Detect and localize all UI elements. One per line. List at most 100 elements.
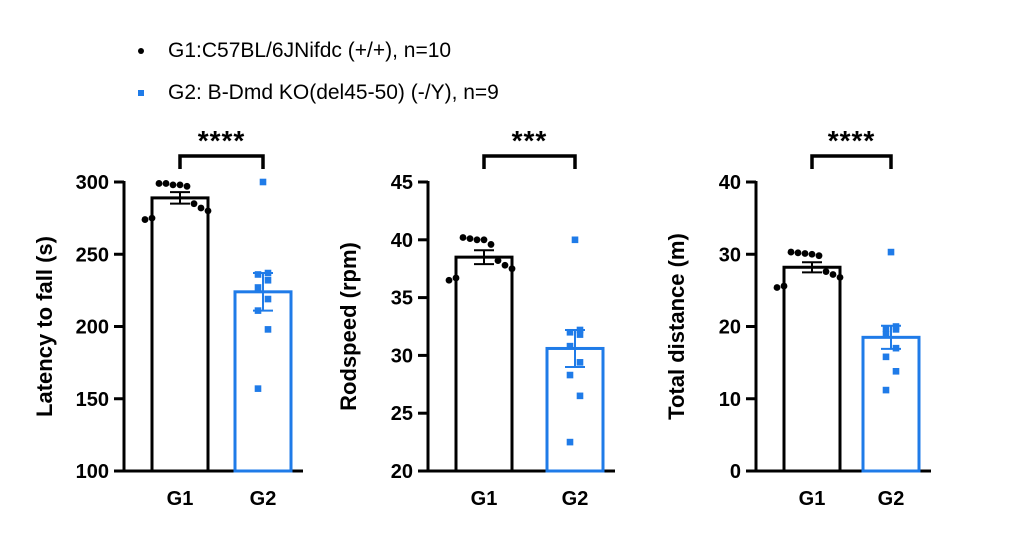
data-point-g2 bbox=[254, 271, 262, 278]
y-tick-label: 45 bbox=[391, 172, 413, 194]
y-tick-label: 250 bbox=[76, 244, 109, 266]
data-point-g1 bbox=[773, 284, 781, 291]
data-point-g2 bbox=[882, 331, 890, 338]
data-point-g2 bbox=[254, 385, 262, 392]
legend-marker-square-icon bbox=[130, 90, 152, 96]
y-axis-label: Total distance (m) bbox=[664, 233, 689, 420]
data-point-g1 bbox=[794, 249, 802, 257]
data-point-g2 bbox=[892, 326, 900, 333]
significance-stars: **** bbox=[828, 125, 876, 156]
x-tick-label: G2 bbox=[250, 488, 277, 510]
chart-panel-1: 100 150 200 250 300 Latency to fall (s) G1 G2 **… bbox=[32, 125, 303, 510]
data-point-g1 bbox=[459, 234, 467, 241]
data-point-g2 bbox=[882, 325, 890, 332]
y-tick-label: 20 bbox=[719, 317, 741, 339]
y-tick-label: 150 bbox=[76, 389, 109, 411]
legend-label-g1: G1:C57BL/6JNifdc (+/+), n=10 bbox=[168, 39, 452, 62]
significance-bracket bbox=[810, 154, 893, 169]
chart-panel-2: 20 25 30 35 40 45 Rodspeed (rpm) G1 G2 *** bbox=[336, 125, 615, 510]
y-tick-label: 300 bbox=[76, 172, 109, 194]
bar-g1 bbox=[782, 265, 842, 473]
data-point-g1 bbox=[183, 182, 191, 190]
data-point-g2 bbox=[571, 236, 579, 244]
legend-marker-dot-icon bbox=[130, 48, 152, 54]
bar-g1 bbox=[150, 196, 210, 473]
data-point-g2 bbox=[259, 178, 267, 186]
data-point-g1 bbox=[829, 271, 837, 278]
x-tick-label: G1 bbox=[167, 488, 194, 510]
y-tick-label: 0 bbox=[730, 461, 741, 483]
significance-bracket bbox=[178, 154, 265, 169]
x-tick-label: G1 bbox=[471, 488, 498, 510]
data-point-g1 bbox=[501, 261, 509, 269]
data-point-g2 bbox=[887, 248, 895, 256]
y-tick-label: 35 bbox=[391, 288, 413, 310]
y-tick-label: 40 bbox=[391, 230, 413, 252]
data-point-g1 bbox=[466, 235, 474, 243]
data-point-g1 bbox=[780, 282, 788, 290]
data-point-g1 bbox=[473, 236, 481, 244]
data-point-g1 bbox=[452, 274, 460, 282]
bar-g1 bbox=[454, 255, 514, 473]
data-point-g1 bbox=[155, 180, 163, 187]
legend-label-g2: G2: B-Dmd KO(del45-50) (-/Y), n=9 bbox=[168, 81, 499, 104]
data-point-g2 bbox=[566, 342, 574, 350]
data-point-g2 bbox=[254, 307, 262, 314]
significance-stars: **** bbox=[198, 125, 246, 156]
significance-bracket bbox=[482, 154, 577, 169]
bar-g2 bbox=[233, 290, 293, 473]
x-tick-label: G1 bbox=[799, 488, 826, 510]
data-point-g1 bbox=[204, 207, 212, 215]
legend-item-g2: G2: B-Dmd KO(del45-50) (-/Y), n=9 bbox=[130, 72, 499, 114]
data-point-g1 bbox=[822, 268, 830, 275]
data-point-g2 bbox=[576, 331, 584, 338]
data-point-g2 bbox=[254, 284, 262, 291]
data-point-g2 bbox=[264, 269, 272, 277]
data-point-g2 bbox=[576, 359, 584, 366]
legend-item-g1: G1:C57BL/6JNifdc (+/+), n=10 bbox=[130, 30, 499, 72]
data-point-g2 bbox=[566, 438, 574, 446]
data-point-g1 bbox=[169, 181, 177, 189]
data-point-g1 bbox=[176, 181, 184, 189]
data-point-g1 bbox=[508, 265, 516, 273]
x-tick-label: G2 bbox=[562, 488, 589, 510]
data-point-g1 bbox=[162, 180, 170, 187]
data-point-g2 bbox=[566, 371, 574, 379]
legend: G1:C57BL/6JNifdc (+/+), n=10 G2: B-Dmd K… bbox=[130, 30, 499, 114]
chart-panel-3: 0 10 20 30 40 Total distance (m) G1 G2 **** bbox=[664, 125, 931, 510]
y-axis-label: Rodspeed (rpm) bbox=[336, 242, 361, 411]
data-point-g1 bbox=[148, 214, 156, 222]
data-point-g1 bbox=[190, 200, 198, 208]
bar-g2 bbox=[545, 346, 605, 473]
data-point-g2 bbox=[264, 276, 272, 284]
data-point-g2 bbox=[882, 386, 890, 394]
x-tick-label: G2 bbox=[878, 488, 905, 510]
data-point-g1 bbox=[480, 236, 488, 244]
bar-g2 bbox=[861, 335, 921, 473]
y-tick-label: 20 bbox=[391, 461, 413, 483]
data-point-g2 bbox=[892, 344, 900, 352]
y-tick-label: 200 bbox=[76, 317, 109, 339]
data-point-g2 bbox=[566, 328, 574, 336]
data-point-g2 bbox=[576, 326, 584, 334]
data-point-g1 bbox=[836, 273, 844, 281]
y-axis-label: Latency to fall (s) bbox=[32, 236, 57, 417]
y-tick-label: 25 bbox=[391, 403, 413, 425]
y-tick-label: 30 bbox=[719, 244, 741, 266]
data-point-g2 bbox=[264, 295, 272, 303]
data-point-g2 bbox=[264, 326, 272, 333]
data-point-g1 bbox=[494, 257, 502, 265]
data-point-g1 bbox=[787, 248, 795, 256]
data-point-g2 bbox=[892, 367, 900, 375]
y-tick-label: 100 bbox=[76, 461, 109, 483]
significance-stars: *** bbox=[512, 125, 548, 156]
y-tick-label: 40 bbox=[719, 172, 741, 194]
data-point-g1 bbox=[487, 241, 495, 248]
data-point-g2 bbox=[576, 392, 584, 400]
data-point-g1 bbox=[801, 250, 809, 257]
data-point-g1 bbox=[197, 204, 205, 212]
data-point-g1 bbox=[808, 250, 816, 258]
y-tick-label: 30 bbox=[391, 345, 413, 367]
data-point-g2 bbox=[882, 353, 890, 361]
